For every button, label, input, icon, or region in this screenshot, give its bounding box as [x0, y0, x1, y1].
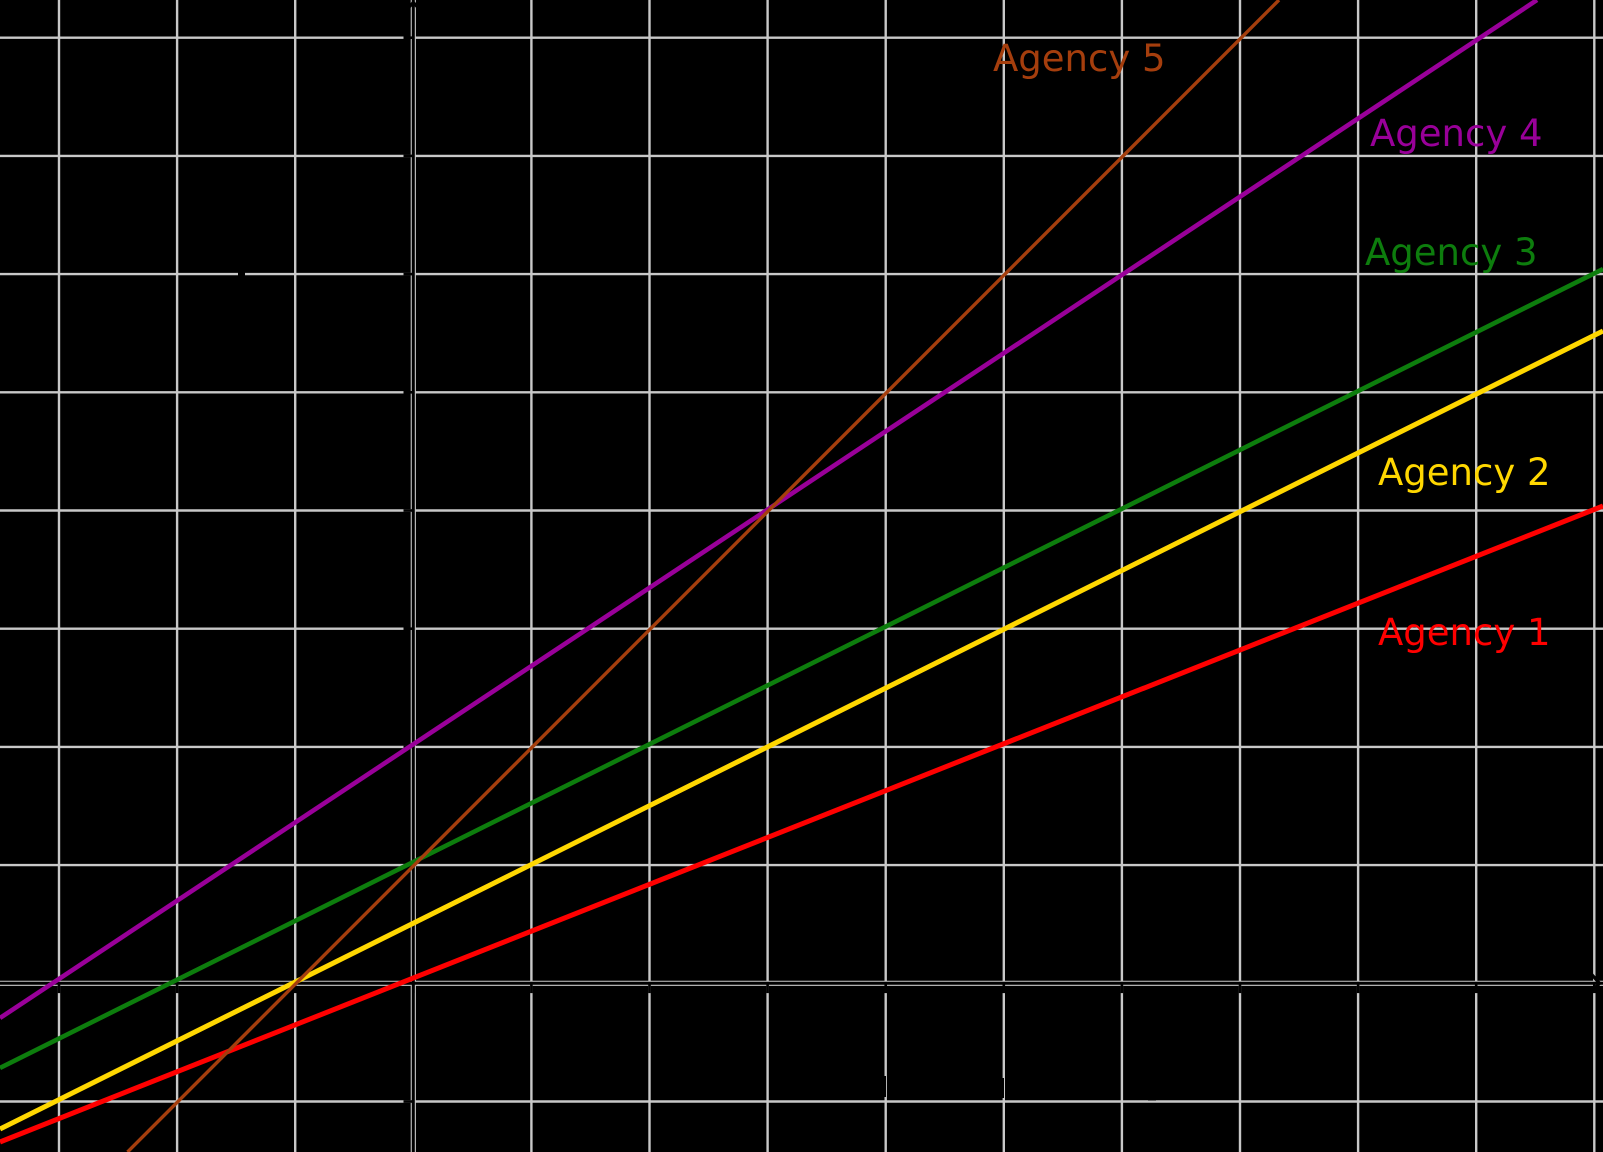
- x-axis-tick: [530, 983, 533, 994]
- series-label-agency-1: Agency 1: [1378, 611, 1551, 654]
- x-axis-tick: [1002, 983, 1006, 994]
- series-line-agency-1: [0, 503, 1603, 1145]
- y-axis-tick: [403, 1100, 414, 1103]
- series-line-agency-2: [0, 328, 1603, 1132]
- y-axis-tick: [403, 627, 414, 630]
- series-label-agency-3: Agency 3: [1365, 231, 1538, 274]
- x-axis-tick: [293, 983, 297, 994]
- x-axis-tick: [884, 983, 887, 994]
- tick-label-artifact: [238, 272, 245, 276]
- y-axis-tick: [403, 36, 414, 39]
- x-axis-tick: [766, 983, 769, 994]
- x-axis-arrowhead: [1587, 970, 1602, 997]
- x-axis-tick: [57, 983, 61, 994]
- x-axis-tick: [175, 983, 179, 994]
- x-axis-tick: [1356, 983, 1360, 994]
- x-axis-tick: [1474, 983, 1478, 994]
- series-line-agency-3: [0, 266, 1603, 1071]
- y-axis-tick: [403, 982, 414, 985]
- x-axis-tick: [412, 983, 415, 994]
- y-axis-tick: [403, 391, 414, 394]
- y-axis-tick: [403, 272, 414, 276]
- series-label-agency-4: Agency 4: [1370, 112, 1543, 155]
- x-axis-tick: [1238, 983, 1242, 994]
- y-axis-arrowhead: [402, 0, 425, 15]
- y-axis-tick: [403, 509, 414, 512]
- series-label-agency-5: Agency 5: [993, 37, 1166, 80]
- tick-label-artifact: [881, 1076, 886, 1097]
- y-axis-tick: [403, 154, 414, 158]
- x-axis-tick: [1120, 983, 1124, 994]
- tick-label-artifact: [999, 1078, 1004, 1098]
- series-label-agency-2: Agency 2: [1378, 451, 1551, 494]
- series-line-agency-5: [126, 0, 1281, 1152]
- tick-label-artifact: [1148, 1096, 1156, 1101]
- x-axis-tick: [648, 983, 651, 994]
